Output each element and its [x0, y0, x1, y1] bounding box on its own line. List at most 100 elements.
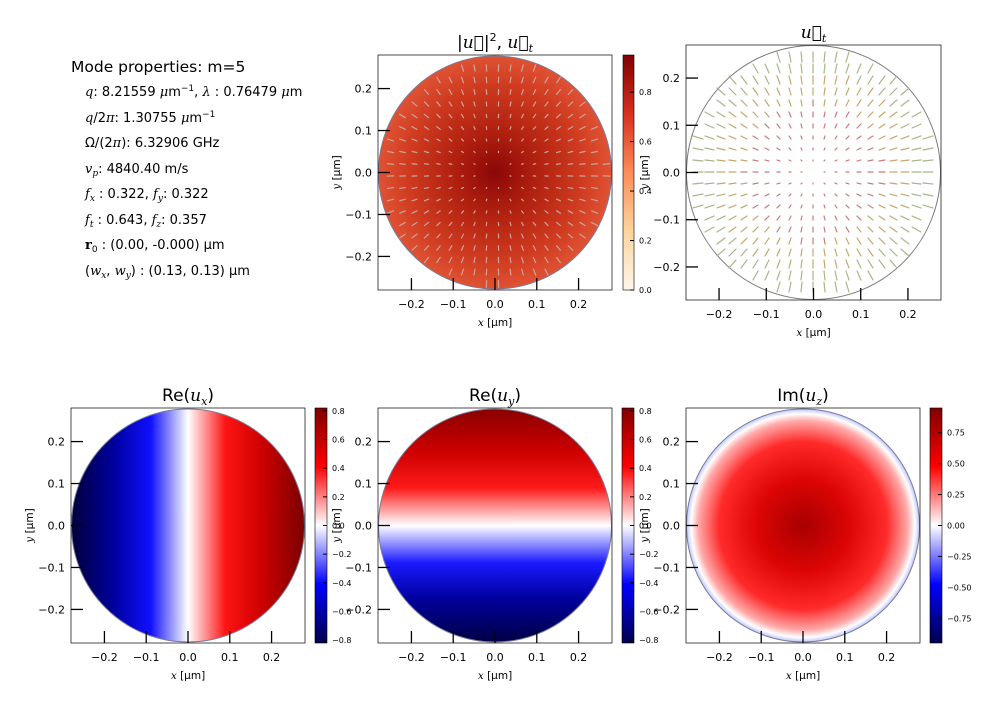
arrow — [716, 111, 726, 118]
arrow — [448, 210, 453, 214]
arrow — [692, 135, 704, 140]
arrow — [509, 113, 512, 119]
x-tick-label: 0.1 — [852, 308, 870, 321]
y-tick-label: 0.0 — [663, 520, 681, 533]
x-tick-label: 0.1 — [528, 298, 546, 311]
arrow — [834, 87, 838, 96]
arrow — [521, 233, 524, 239]
arrow — [555, 138, 562, 142]
arrow — [800, 215, 803, 221]
lambda-value: 0.76479 — [223, 85, 278, 100]
arrow — [867, 159, 874, 162]
arrow — [867, 147, 874, 151]
y-tick-label: 0.0 — [355, 520, 373, 533]
arrow — [845, 193, 850, 197]
arrow — [386, 150, 395, 154]
arrow — [800, 99, 803, 107]
arrow — [567, 138, 574, 142]
arrow — [740, 204, 748, 209]
arrow — [867, 182, 874, 185]
arrow — [752, 193, 759, 197]
arrow — [460, 268, 465, 276]
arrow — [878, 182, 886, 185]
arrow — [521, 150, 524, 154]
arrow — [834, 259, 838, 269]
x-tick-label: 0.0 — [794, 651, 812, 664]
arrow — [788, 226, 792, 233]
arrow — [834, 215, 838, 221]
arrow — [460, 113, 465, 119]
arrow — [889, 237, 898, 245]
arrow — [867, 123, 874, 129]
arrow — [509, 64, 512, 72]
arrow — [845, 147, 850, 151]
q-over-2pi-value: 1.30755 — [123, 110, 177, 126]
arrow — [878, 75, 886, 85]
arrow — [922, 182, 934, 185]
arrow — [399, 210, 406, 214]
panel-re_ux: Re(ux)−0.8−0.6−0.4−0.20.00.20.40.60.8−0.… — [24, 386, 351, 682]
arrow — [555, 245, 562, 251]
arrow — [740, 87, 748, 96]
arrow — [555, 210, 562, 214]
arrow — [436, 126, 441, 130]
arrow — [752, 111, 759, 118]
arrow — [845, 182, 850, 185]
arrow — [436, 256, 441, 264]
arrow — [889, 215, 898, 221]
arrow — [704, 135, 715, 140]
arrow — [788, 99, 792, 107]
arrow — [823, 63, 826, 74]
arrow — [856, 237, 862, 245]
arrow — [692, 159, 704, 162]
arrow — [740, 99, 748, 107]
arrow — [922, 193, 934, 197]
arrow — [448, 268, 453, 276]
x-tick-label: −0.2 — [706, 651, 733, 664]
arrow — [764, 193, 770, 197]
arrow — [728, 259, 737, 269]
panel-transverse: u⃗t −0.2 −0.1 0.0 0.1 0.2 −0.2 −0.1 0.0 0.1 0.2 x [… — [639, 23, 942, 339]
arrow — [485, 163, 488, 165]
arrow — [521, 221, 524, 227]
arrow — [509, 138, 512, 142]
arrow — [788, 87, 792, 96]
colorbar-tick-label: −0.6 — [332, 607, 351, 616]
arrow — [509, 210, 512, 214]
arrow — [728, 248, 737, 257]
arrow — [834, 123, 838, 129]
arrow — [704, 215, 715, 221]
prop-vp: vp: 4840.40 m/s — [85, 161, 189, 179]
arrow — [423, 245, 430, 251]
arrow — [579, 101, 586, 107]
arrow — [423, 126, 430, 130]
arrow — [788, 135, 792, 140]
arrow — [521, 268, 524, 276]
arrow — [752, 87, 759, 96]
arrow — [716, 204, 726, 209]
arrow — [823, 147, 826, 151]
panel-title: Im(uz) — [777, 386, 829, 408]
arrow — [911, 215, 922, 221]
arrow — [716, 226, 726, 233]
arrow — [411, 126, 418, 130]
arrow — [788, 259, 792, 269]
colorbar-tick-label: −0.6 — [639, 607, 658, 616]
arrow — [399, 198, 406, 202]
arrow — [532, 138, 537, 142]
arrow — [776, 270, 781, 281]
prop-r0: r0 : (0.00, -0.000) μm — [85, 238, 225, 255]
y-tick-label: −0.2 — [653, 603, 680, 616]
arrow — [867, 193, 874, 197]
arrow — [878, 123, 886, 129]
arrow — [532, 126, 537, 130]
colorbar-tick-label: 0.25 — [947, 491, 965, 500]
arrow — [823, 123, 826, 129]
mode-properties: Mode properties: m=5 q: 8.21559 μm−1, λ … — [71, 58, 302, 284]
arrow — [509, 186, 512, 190]
arrow — [728, 193, 737, 197]
arrow — [590, 198, 599, 202]
field-disk — [378, 55, 612, 290]
arrow — [473, 256, 476, 264]
arrow — [436, 163, 441, 165]
